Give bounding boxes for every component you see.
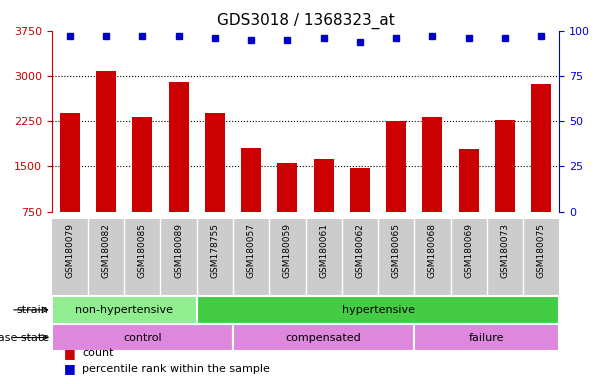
Bar [233,324,414,351]
Bar [205,113,225,257]
Bar [52,296,197,324]
Text: disease state: disease state [0,333,49,343]
Text: GSM180061: GSM180061 [319,223,328,278]
Text: GSM180057: GSM180057 [247,223,255,278]
Title: GDS3018 / 1368323_at: GDS3018 / 1368323_at [216,13,395,29]
Bar [133,117,153,257]
Text: GSM180082: GSM180082 [102,223,111,278]
Text: GSM180068: GSM180068 [428,223,437,278]
Text: control: control [123,333,162,343]
Text: GSM180085: GSM180085 [138,223,147,278]
Bar [168,82,188,257]
Text: GSM178755: GSM178755 [210,223,219,278]
Text: GSM180079: GSM180079 [65,223,74,278]
Bar [241,148,261,257]
Text: GSM180089: GSM180089 [174,223,183,278]
Bar [314,159,334,257]
Text: GSM180065: GSM180065 [392,223,401,278]
Bar [96,71,116,257]
Text: strain: strain [17,305,49,315]
Bar [52,324,233,351]
Text: failure: failure [469,333,505,343]
Bar [386,121,406,257]
Text: ■: ■ [64,347,75,360]
Bar [531,84,551,257]
Text: hypertensive: hypertensive [342,305,415,315]
Text: non-hypertensive: non-hypertensive [75,305,173,315]
Bar [350,168,370,257]
Text: compensated: compensated [286,333,362,343]
Bar [60,113,80,257]
Bar [414,324,559,351]
Text: GSM180073: GSM180073 [500,223,510,278]
Bar [277,163,297,257]
Text: GSM180075: GSM180075 [537,223,546,278]
Bar [197,296,559,324]
Text: GSM180069: GSM180069 [464,223,473,278]
Text: ■: ■ [64,362,75,375]
Text: count: count [82,348,114,358]
Text: percentile rank within the sample: percentile rank within the sample [82,364,270,374]
Bar [458,149,478,257]
Text: GSM180059: GSM180059 [283,223,292,278]
Text: GSM180062: GSM180062 [356,223,364,278]
Bar [423,117,443,257]
Bar [495,120,515,257]
